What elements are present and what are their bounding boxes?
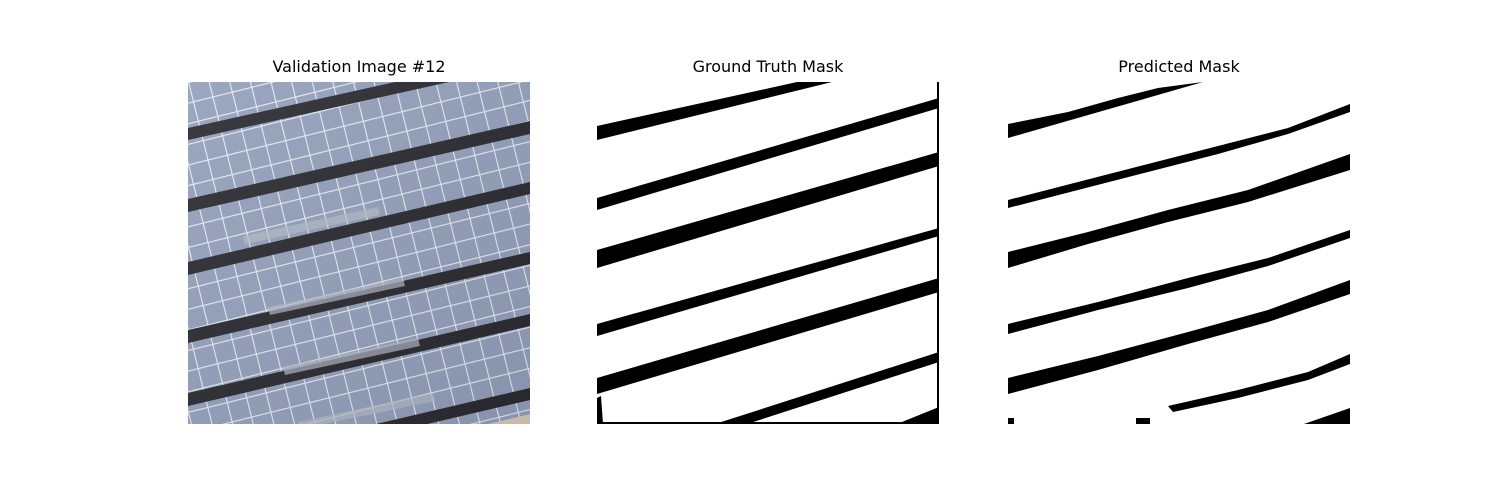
validation-image bbox=[188, 82, 530, 424]
ground-truth-mask bbox=[597, 82, 939, 424]
panel-title-ground-truth: Ground Truth Mask bbox=[692, 57, 844, 76]
predicted-mask bbox=[1008, 82, 1350, 424]
panel-title-validation-image: Validation Image #12 bbox=[272, 57, 446, 76]
panel-title-predicted-mask: Predicted Mask bbox=[1118, 57, 1240, 76]
